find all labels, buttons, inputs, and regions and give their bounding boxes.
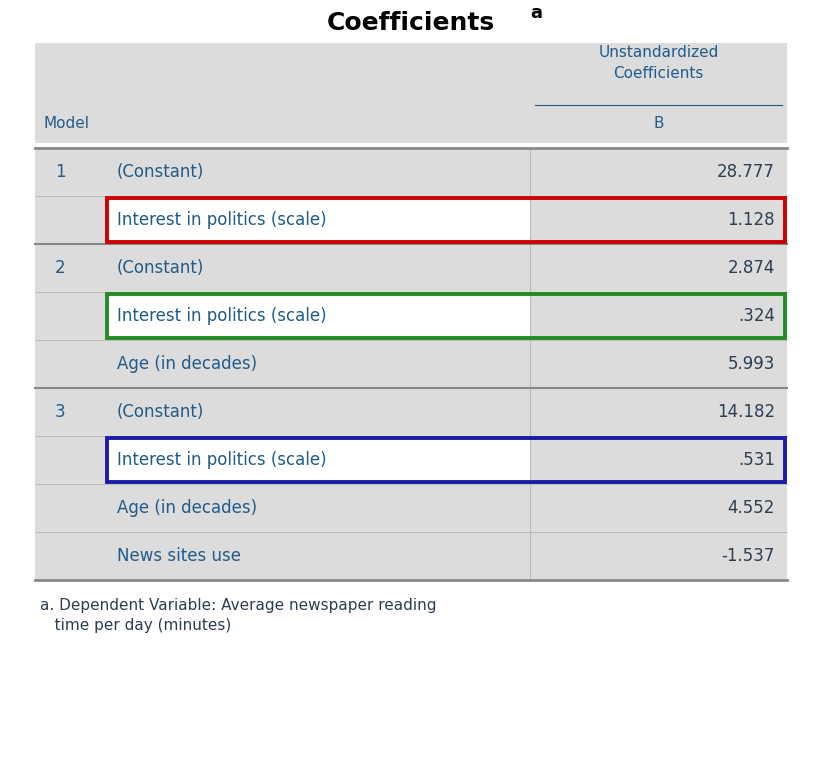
Bar: [35, 148, 105, 196]
Bar: [530, 196, 787, 244]
Bar: [105, 196, 530, 244]
Text: 28.777: 28.777: [717, 163, 775, 181]
Text: Interest in politics (scale): Interest in politics (scale): [117, 451, 326, 469]
Text: B: B: [653, 115, 663, 131]
Text: 1: 1: [55, 163, 65, 181]
Text: 2.874: 2.874: [727, 259, 775, 277]
Text: 14.182: 14.182: [717, 403, 775, 421]
Bar: [530, 292, 787, 340]
Text: 1.128: 1.128: [727, 211, 775, 229]
Text: Interest in politics (scale): Interest in politics (scale): [117, 211, 326, 229]
Bar: [35, 484, 105, 532]
Text: (Constant): (Constant): [117, 163, 205, 181]
Bar: [35, 340, 105, 388]
Text: (Constant): (Constant): [117, 259, 205, 277]
Text: News sites use: News sites use: [117, 547, 241, 565]
Text: Model: Model: [43, 115, 89, 131]
Text: Unstandardized
Coefficients: Unstandardized Coefficients: [598, 45, 718, 81]
Text: (Constant): (Constant): [117, 403, 205, 421]
Bar: [530, 484, 787, 532]
Text: Age (in decades): Age (in decades): [117, 355, 257, 373]
Text: 2: 2: [55, 259, 65, 277]
Bar: [35, 292, 105, 340]
Text: time per day (minutes): time per day (minutes): [40, 618, 231, 633]
Bar: [530, 532, 787, 580]
Bar: [105, 340, 530, 388]
Bar: [530, 244, 787, 292]
Text: 5.993: 5.993: [727, 355, 775, 373]
Bar: [530, 388, 787, 436]
Text: 3: 3: [55, 403, 65, 421]
Text: Coefficients: Coefficients: [327, 11, 495, 35]
Text: a: a: [530, 4, 542, 22]
Bar: [530, 148, 787, 196]
Bar: [105, 292, 530, 340]
Text: a. Dependent Variable: Average newspaper reading: a. Dependent Variable: Average newspaper…: [40, 598, 436, 613]
Text: .324: .324: [738, 307, 775, 325]
Text: .531: .531: [738, 451, 775, 469]
Text: Age (in decades): Age (in decades): [117, 499, 257, 517]
Bar: [530, 340, 787, 388]
Bar: [105, 244, 530, 292]
Bar: [35, 196, 105, 244]
Bar: [105, 148, 530, 196]
Text: -1.537: -1.537: [722, 547, 775, 565]
Text: Interest in politics (scale): Interest in politics (scale): [117, 307, 326, 325]
Text: 4.552: 4.552: [727, 499, 775, 517]
Bar: [35, 388, 105, 436]
Bar: [105, 436, 530, 484]
Bar: [530, 436, 787, 484]
Bar: [105, 484, 530, 532]
Bar: [35, 43, 787, 143]
Bar: [35, 532, 105, 580]
Bar: [105, 388, 530, 436]
Bar: [35, 436, 105, 484]
Bar: [105, 532, 530, 580]
Bar: [35, 244, 105, 292]
